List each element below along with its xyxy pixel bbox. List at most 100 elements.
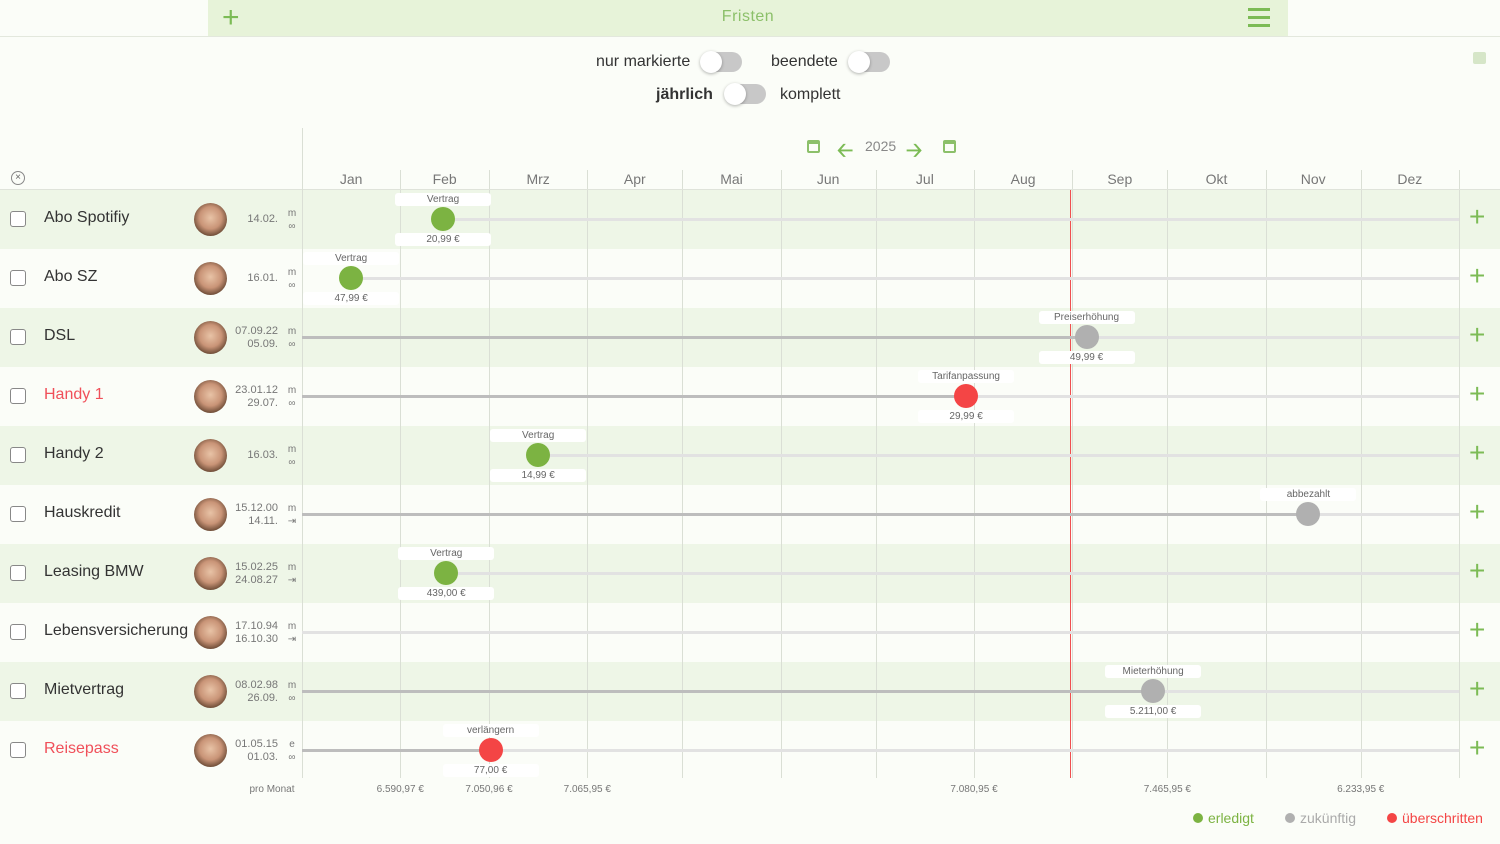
finished-toggle[interactable] [848, 51, 890, 73]
next-date: 01.03. [247, 751, 278, 763]
month-label: Jan [339, 171, 363, 187]
monthly-sum: 7.050,96 € [465, 784, 513, 795]
period-type: m [287, 208, 297, 219]
monthly-sum: 7.465,95 € [1143, 784, 1191, 795]
timeline-track-future [446, 572, 1459, 575]
timeline-track-past [302, 336, 1087, 339]
row-checkbox[interactable] [10, 506, 26, 522]
add-event-icon[interactable]: + [1469, 437, 1486, 468]
month-divider [875, 170, 877, 778]
complete-label: komplett [780, 86, 841, 103]
row-checkbox[interactable] [10, 624, 26, 640]
row-name[interactable]: Abo SZ [44, 268, 98, 285]
row-checkbox[interactable] [10, 388, 26, 404]
start-date: 15.12.00 [235, 502, 278, 514]
row-checkbox[interactable] [10, 329, 26, 345]
event-label: abbezahlt [1260, 488, 1357, 501]
timeline-track-future [1153, 690, 1459, 693]
add-event-icon[interactable]: + [1469, 201, 1486, 232]
period-type: m [287, 621, 297, 632]
period-type: m [287, 326, 297, 337]
table-row: Handy 1 23.01.12 29.07. m ∞ + [0, 367, 1500, 426]
year-label: 2025 [865, 138, 897, 154]
next-date: 05.09. [247, 338, 278, 350]
event-marker[interactable] [526, 443, 551, 467]
yearly-complete-toggle[interactable] [724, 83, 766, 105]
event-marker[interactable] [1141, 679, 1166, 703]
add-event-icon[interactable]: + [1469, 378, 1486, 409]
period-type: m [287, 562, 297, 573]
event-marker[interactable] [1074, 325, 1099, 349]
event-marker[interactable] [478, 738, 503, 762]
month-label: Nov [1300, 171, 1326, 187]
event-label: verlängern [442, 724, 539, 737]
add-event-icon[interactable]: + [1469, 319, 1486, 350]
event-marker[interactable] [954, 384, 979, 408]
header-divider [0, 189, 1500, 190]
table-row: Hauskredit 15.12.00 14.11. m ⇥ + [0, 485, 1500, 544]
add-event-icon[interactable]: + [1469, 555, 1486, 586]
event-amount: 77,00 € [442, 764, 539, 777]
monthly-sum: 6.233,95 € [1337, 784, 1385, 795]
save-icon[interactable] [1473, 52, 1486, 64]
event-marker[interactable] [431, 207, 456, 231]
clear-selection-icon[interactable]: × [11, 171, 25, 185]
timeline-track-future [490, 749, 1459, 752]
timeline-track-future [351, 277, 1459, 280]
next-date: 29.07. [247, 397, 278, 409]
next-year-arrow-icon[interactable]: 🡢 [906, 140, 923, 162]
event-amount: 47,99 € [303, 292, 400, 305]
add-event-icon[interactable]: + [1469, 260, 1486, 291]
row-checkbox[interactable] [10, 742, 26, 758]
start-date: 07.09.22 [235, 325, 278, 337]
row-name[interactable]: Reisepass [44, 740, 119, 757]
timeline-track [302, 631, 1459, 634]
row-name[interactable]: DSL [44, 327, 76, 344]
event-amount: 49,99 € [1038, 351, 1135, 364]
month-label: Dez [1397, 171, 1423, 187]
row-checkbox[interactable] [10, 565, 26, 581]
prev-year-arrow-icon[interactable]: 🡠 [837, 140, 854, 162]
next-date: 14.11. [248, 515, 278, 527]
row-name[interactable]: Mietvertrag [44, 681, 125, 698]
start-date: 14.02. [247, 213, 278, 225]
table-row: Abo SZ 16.01. m ∞ + [0, 249, 1500, 308]
next-date: 24.08.27 [235, 574, 278, 586]
event-label: Preiserhöhung [1038, 311, 1135, 324]
row-checkbox[interactable] [10, 270, 26, 286]
event-marker[interactable] [1296, 502, 1321, 526]
row-name[interactable]: Hauskredit [44, 504, 121, 521]
add-event-icon[interactable]: + [1469, 732, 1486, 763]
add-plus-icon[interactable]: + [222, 1, 240, 34]
row-name[interactable]: Abo Spotifiy [44, 209, 130, 226]
month-label: Sep [1107, 171, 1133, 187]
add-event-icon[interactable]: + [1469, 673, 1486, 704]
period-type: m [287, 267, 297, 278]
period-type: e [289, 739, 295, 750]
only-marked-toggle[interactable] [700, 51, 742, 73]
avatar [194, 734, 227, 767]
month-divider [1360, 170, 1362, 778]
only-marked-label: nur markierte [596, 53, 691, 70]
row-checkbox[interactable] [10, 211, 26, 227]
row-name[interactable]: Handy 2 [44, 445, 104, 462]
row-checkbox[interactable] [10, 447, 26, 463]
row-name[interactable]: Handy 1 [44, 386, 104, 403]
add-event-icon[interactable]: + [1469, 614, 1486, 645]
monthly-sum: 7.080,95 € [950, 784, 998, 795]
add-event-icon[interactable]: + [1469, 496, 1486, 527]
period-type: m [287, 680, 297, 691]
today-line [1070, 190, 1071, 778]
event-amount: 439,00 € [398, 587, 495, 600]
period-end-icon: ∞ [288, 752, 296, 763]
event-marker[interactable] [339, 266, 364, 290]
period-end-icon: ∞ [288, 280, 296, 291]
hamburger-menu-icon[interactable] [1248, 8, 1270, 32]
event-amount: 29,99 € [918, 410, 1015, 423]
row-name[interactable]: Lebensversicherung [44, 622, 189, 639]
row-name[interactable]: Leasing BMW [44, 563, 144, 580]
calendar-end-icon[interactable] [943, 140, 956, 153]
event-marker[interactable] [434, 561, 459, 585]
row-checkbox[interactable] [10, 683, 26, 699]
calendar-start-icon[interactable] [807, 140, 820, 153]
